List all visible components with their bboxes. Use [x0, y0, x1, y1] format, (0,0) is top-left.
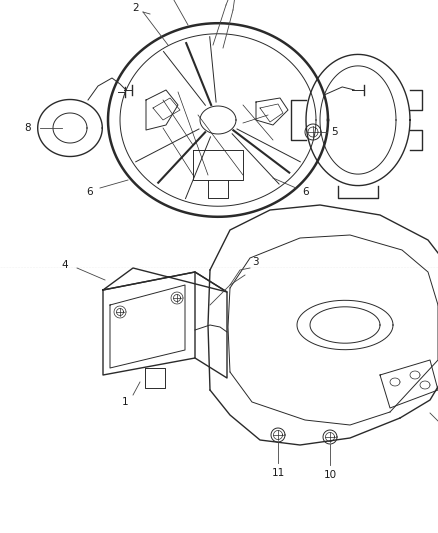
Text: 6: 6	[303, 187, 309, 197]
Text: 4: 4	[62, 260, 68, 270]
Text: 2: 2	[133, 3, 139, 13]
Text: 6: 6	[87, 187, 93, 197]
Text: 8: 8	[25, 123, 31, 133]
Text: 3: 3	[252, 257, 258, 267]
Text: 5: 5	[332, 127, 338, 137]
Text: 1: 1	[122, 397, 128, 407]
Text: 10: 10	[323, 470, 336, 480]
Text: 11: 11	[272, 468, 285, 478]
